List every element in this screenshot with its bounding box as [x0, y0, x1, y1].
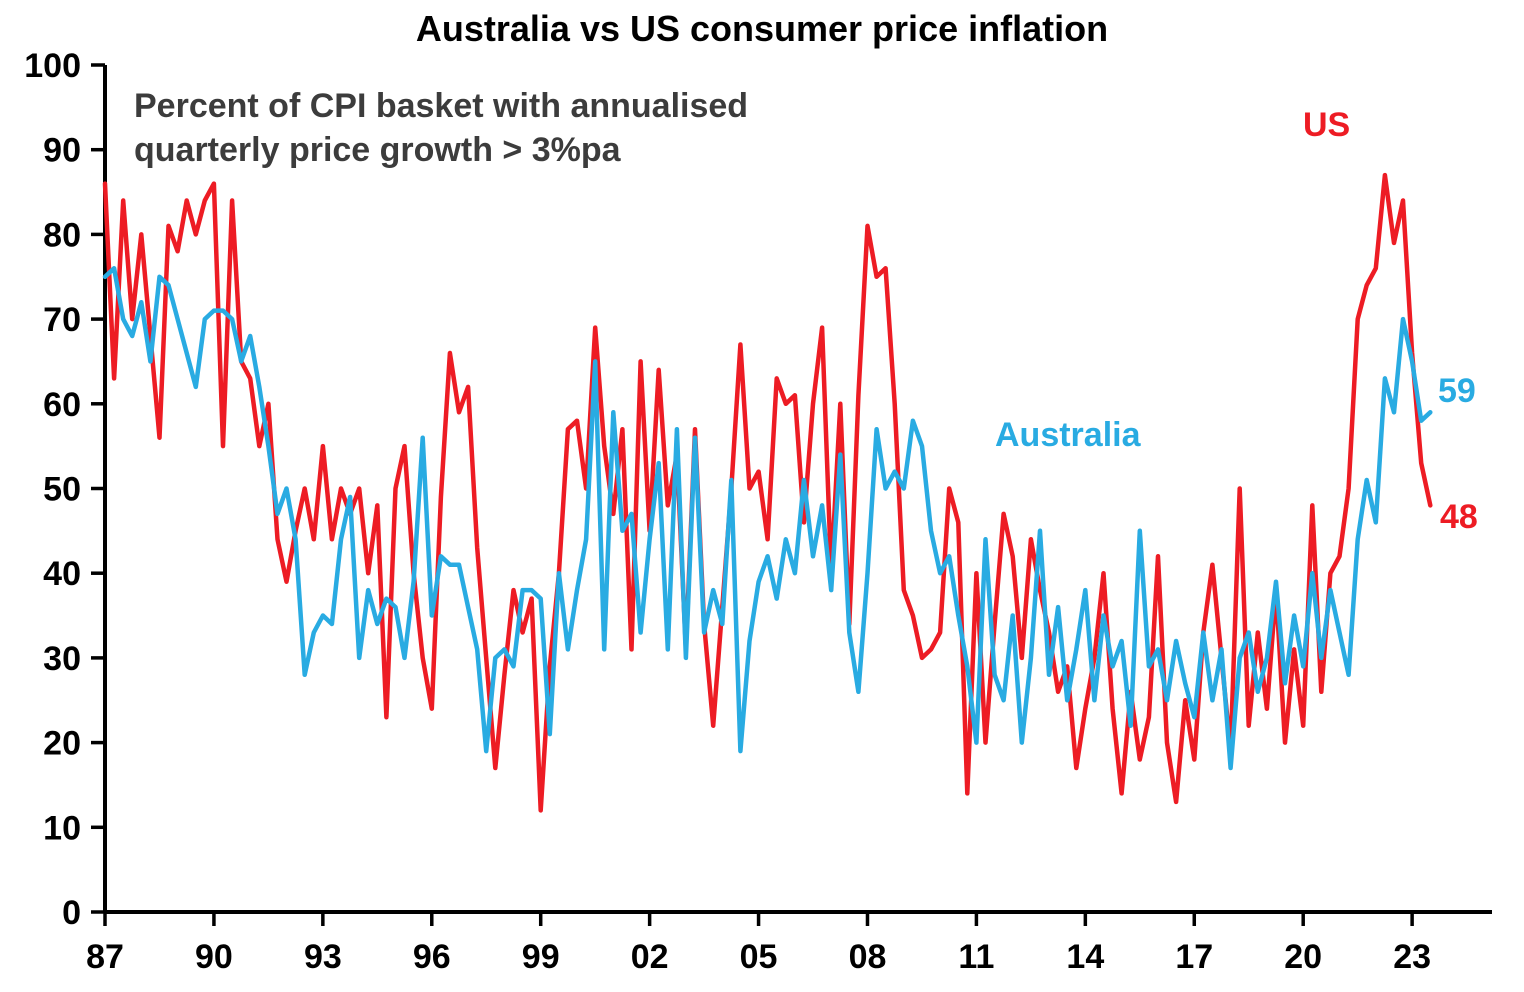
- x-tick-label: 02: [631, 938, 669, 976]
- x-tick-label: 96: [413, 938, 451, 976]
- x-tick-label: 23: [1393, 938, 1431, 976]
- x-tick-label: 99: [522, 938, 560, 976]
- y-tick-label: 70: [43, 301, 81, 339]
- y-tick-label: 100: [24, 47, 81, 85]
- x-tick-label: 05: [740, 938, 778, 976]
- series-line-australia: [102, 266, 1433, 771]
- y-tick-label: 50: [43, 471, 81, 509]
- x-tick-label: 20: [1284, 938, 1322, 976]
- chart-subtitle-line-2: quarterly price growth > 3%pa: [134, 131, 621, 170]
- y-tick-label: 10: [43, 809, 81, 847]
- x-tick-label: 08: [849, 938, 887, 976]
- end-value-label-australia: 59: [1438, 372, 1476, 410]
- chart-subtitle-line-1: Percent of CPI basket with annualised: [134, 87, 749, 125]
- y-tick-label: 0: [62, 894, 81, 932]
- x-tick-label: 90: [195, 938, 233, 976]
- y-tick-label: 20: [43, 725, 81, 763]
- series-line-us: [102, 172, 1433, 813]
- y-tick-label: 60: [43, 386, 81, 424]
- x-tick-label: 87: [86, 938, 124, 976]
- series-label-australia: Australia: [995, 416, 1141, 454]
- chart-title: Australia vs US consumer price inflation: [415, 8, 1109, 49]
- series-label-us: US: [1303, 106, 1351, 144]
- end-value-label-us: 48: [1440, 498, 1478, 536]
- x-tick-label: 14: [1066, 938, 1104, 976]
- y-tick-label: 90: [43, 132, 81, 170]
- y-tick-label: 30: [43, 640, 81, 678]
- y-tick-label: 40: [43, 555, 81, 593]
- x-tick-label: 93: [304, 938, 342, 976]
- x-tick-label: 11: [958, 938, 994, 976]
- chart-subtitle: Percent of CPI basket with annualised qu…: [134, 84, 748, 172]
- x-tick-label: 17: [1175, 938, 1213, 976]
- y-tick-label: 80: [43, 216, 81, 254]
